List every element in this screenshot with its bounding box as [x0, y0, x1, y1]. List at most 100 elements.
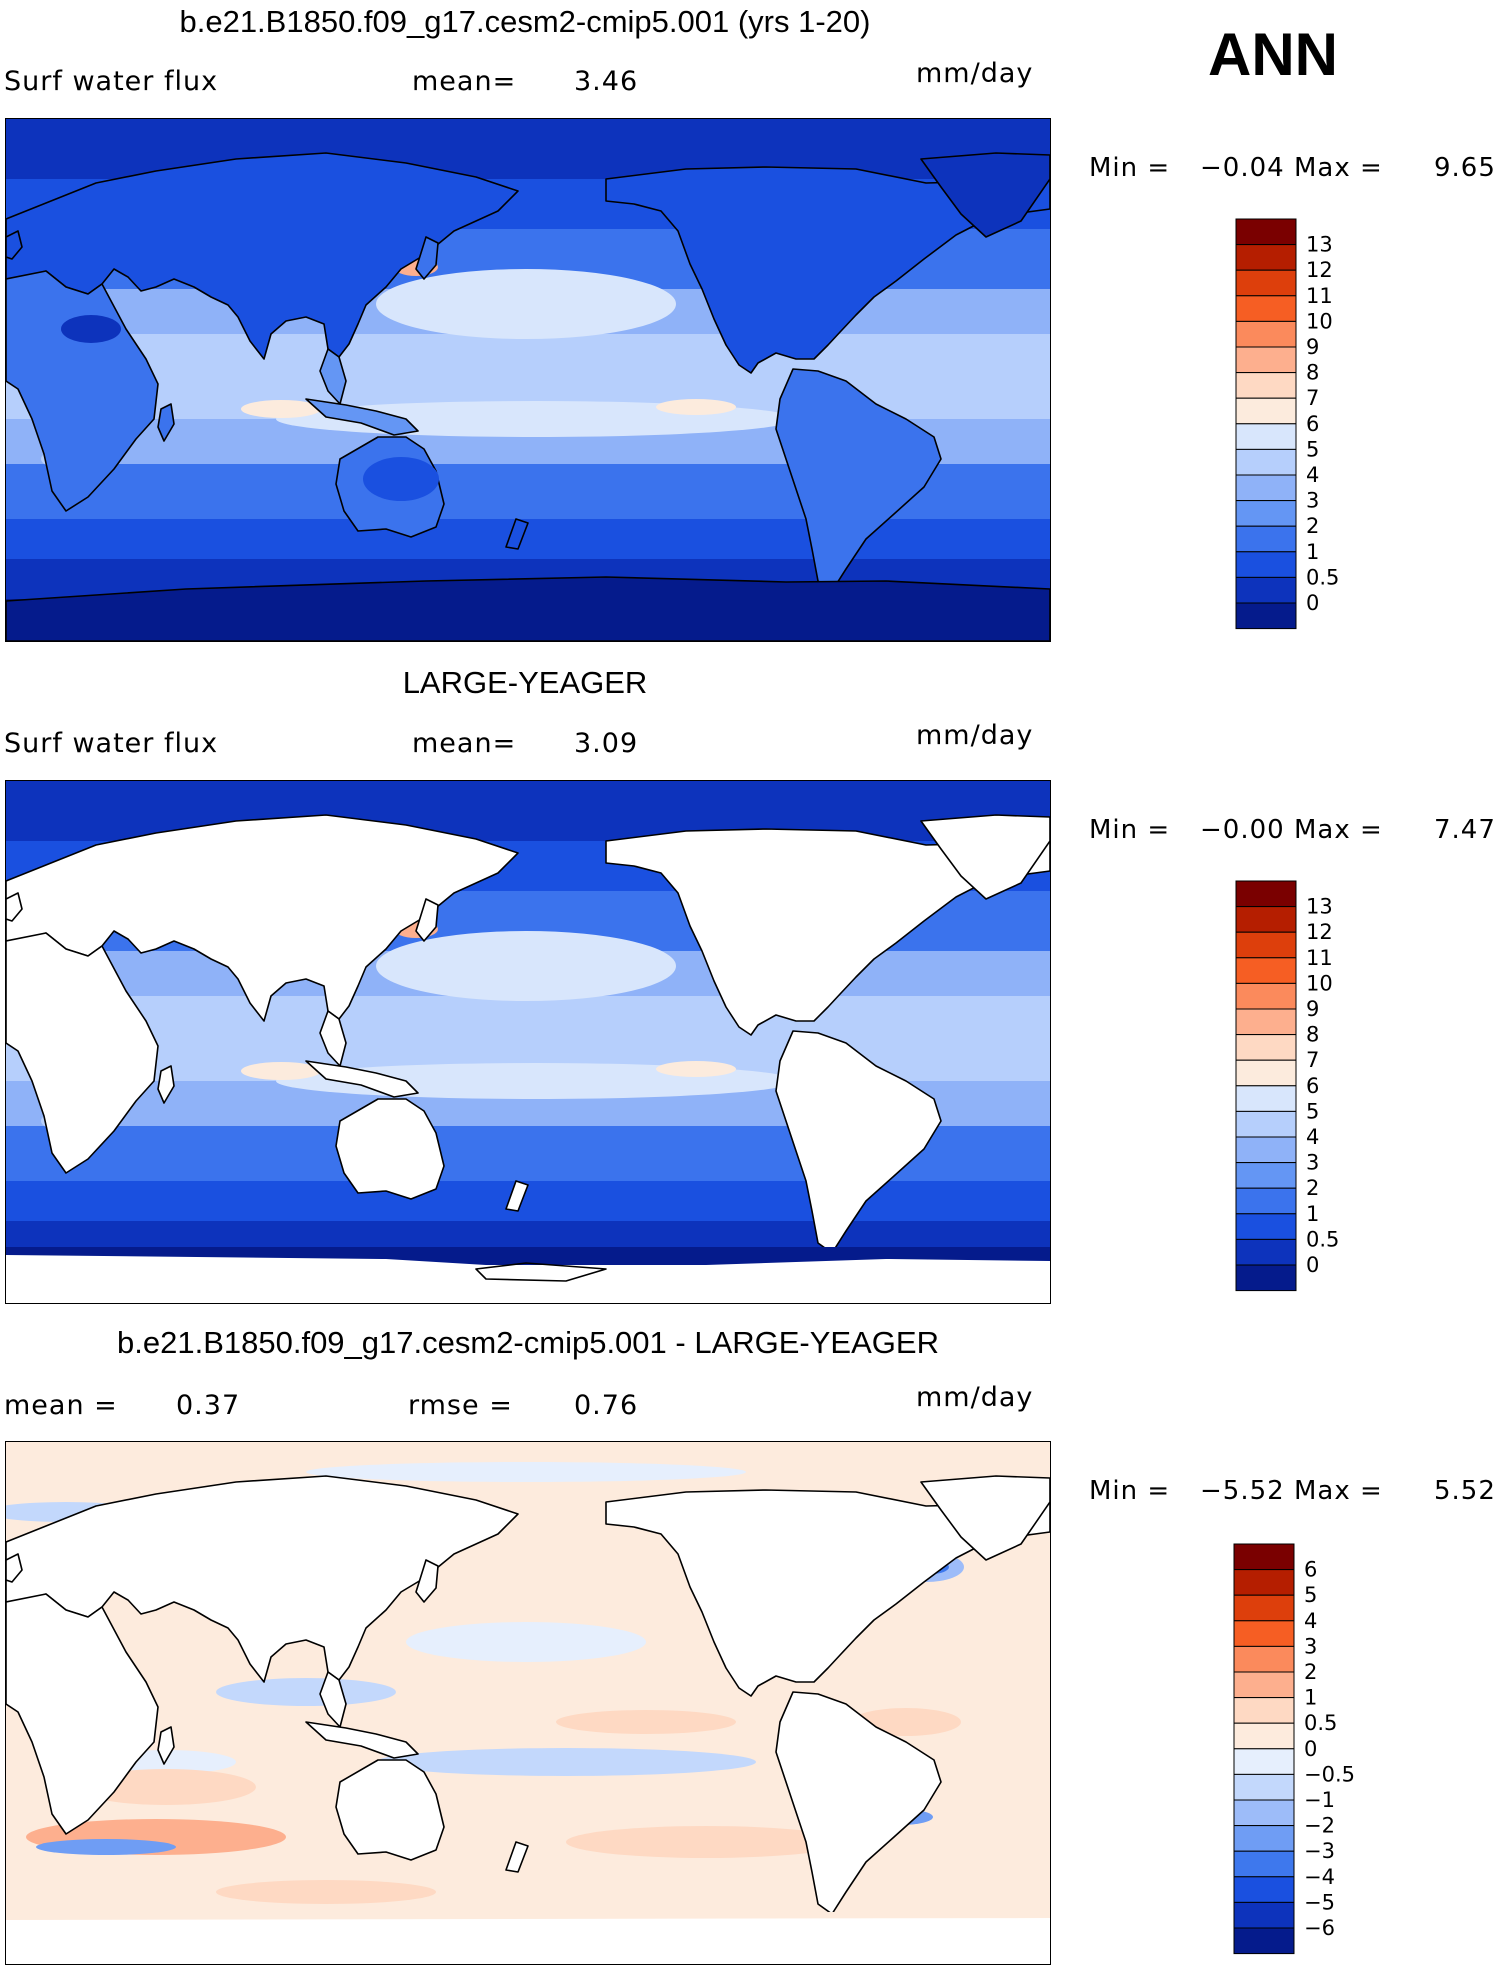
coastline-eurasia: [6, 1475, 519, 1683]
panel1-title: b.e21.B1850.f09_g17.cesm2-cmip5.001 (yrs…: [179, 4, 871, 39]
colorbar-swatch: [1235, 1136, 1297, 1164]
panel1-min-label: Min =: [1089, 153, 1171, 183]
colorbar-tick-label: 3: [1306, 1151, 1319, 1175]
colorbar-tick-label: 0.5: [1304, 1711, 1337, 1735]
contour-blob: [216, 1880, 436, 1904]
colorbar-tick-label: 13: [1306, 233, 1333, 257]
colorbar-tick-label: 8: [1306, 1023, 1319, 1047]
colorbar-tick-label: 7: [1306, 1048, 1319, 1072]
colorbar-tick-label: 2: [1306, 1176, 1319, 1200]
colorbar-swatch: [1235, 551, 1297, 578]
colorbar-swatch: [1235, 269, 1297, 297]
contour-blob: [216, 1678, 396, 1706]
colorbar-swatch: [1235, 1264, 1297, 1292]
desert-dry-area: [61, 315, 121, 343]
colorbar-swatch: [1235, 346, 1297, 374]
colorbar-tick-label: −6: [1304, 1916, 1335, 1940]
coastline-uk: [6, 230, 23, 260]
coastline-antarctica: [6, 576, 1050, 641]
colorbar-swatch: [1235, 244, 1297, 271]
contour-blob: [306, 1462, 746, 1482]
coastline-antarctic-shelf: [475, 1262, 607, 1282]
colorbar-tick-label: 2: [1306, 514, 1319, 538]
contour-blob: [376, 931, 676, 1001]
contour-blob: [376, 1748, 756, 1776]
coastline-africa: [6, 1593, 159, 1835]
colorbar-tick-label: −1: [1304, 1788, 1335, 1812]
colorbar-tick-label: 0: [1306, 1253, 1319, 1277]
colorbar-swatch: [1235, 880, 1297, 908]
coastline-indonesia: [305, 1721, 419, 1759]
colorbar-swatch: [1235, 1162, 1297, 1189]
coastline-indonesia: [305, 398, 419, 436]
colorbar-tick-label: 8: [1306, 361, 1319, 385]
coastline-madagascar: [157, 403, 175, 442]
coastline-japan: [415, 236, 439, 280]
no-data-region: [6, 1912, 1050, 1964]
colorbar-tick-label: 3: [1304, 1634, 1317, 1658]
colorbar-tick-label: −2: [1304, 1814, 1335, 1838]
panel2-map: [5, 780, 1051, 1304]
colorbar-tick-label: 9: [1306, 997, 1319, 1021]
contour-blob: [656, 1061, 736, 1077]
contour-blob: [406, 1622, 646, 1662]
colorbar-swatch: [1233, 1620, 1295, 1647]
contour-blob: [556, 1710, 736, 1734]
colorbar-tick-label: 11: [1306, 946, 1333, 970]
coastline-uk: [6, 892, 23, 922]
colorbar-swatch: [1233, 1748, 1295, 1775]
colorbar-swatch: [1233, 1722, 1295, 1750]
colorbar-tick-label: 4: [1304, 1609, 1317, 1633]
colorbar-tick-label: 13: [1306, 895, 1333, 919]
contour-blob: [36, 1839, 176, 1855]
colorbar-swatch: [1235, 1008, 1297, 1036]
colorbar-tick-label: 5: [1306, 437, 1319, 461]
panel2-min-value: −0.00: [1200, 815, 1285, 845]
panel3-title: b.e21.B1850.f09_g17.cesm2-cmip5.001 - LA…: [117, 1325, 939, 1360]
colorbar-tick-label: 5: [1304, 1583, 1317, 1607]
colorbar-swatch: [1235, 1059, 1297, 1087]
colorbar-swatch: [1235, 320, 1297, 348]
colorbar-swatch: [1235, 474, 1297, 502]
colorbar-swatch: [1233, 1569, 1295, 1596]
colorbar-swatch: [1233, 1594, 1295, 1622]
colorbar-tick-label: 0: [1304, 1737, 1317, 1761]
panel2-units: mm/day: [916, 720, 1034, 751]
panel1-min-value: −0.04: [1200, 153, 1285, 183]
season-label: ANN: [1208, 21, 1338, 88]
colorbar-swatch: [1235, 295, 1297, 322]
colorbar-tick-label: −5: [1304, 1890, 1335, 1914]
panel2-colorbar: 13 12 11 10 9 8 7 6 5 4 3 2 1 0.5 0: [1235, 880, 1436, 1292]
coastline-nz: [505, 1180, 529, 1212]
colorbar-swatch: [1233, 1901, 1295, 1929]
colorbar-tick-label: 10: [1306, 309, 1333, 333]
panel2-max-value: 7.47: [1434, 815, 1496, 845]
coastline-japan: [415, 898, 439, 942]
colorbar-swatch: [1233, 1799, 1295, 1827]
colorbar-swatch: [1233, 1825, 1295, 1852]
southern-ocean-band: [6, 1247, 1050, 1265]
panel2-title: LARGE-YEAGER: [402, 665, 648, 700]
panel1-max-value: 9.65: [1434, 153, 1496, 183]
panel1-max-label: Max =: [1294, 153, 1383, 183]
colorbar-swatch: [1235, 423, 1297, 450]
colorbar-swatch: [1235, 1187, 1297, 1215]
colorbar-tick-label: 5: [1306, 1099, 1319, 1123]
colorbar-swatch: [1233, 1876, 1295, 1903]
colorbar-swatch: [1235, 525, 1297, 553]
colorbar-tick-label: 0: [1306, 591, 1319, 615]
colorbar-tick-label: 2: [1304, 1660, 1317, 1684]
coastline-samerica: [775, 368, 942, 592]
coastline-africa: [6, 932, 159, 1174]
colorbar-tick-label: 12: [1306, 920, 1333, 944]
colorbar-swatch: [1235, 448, 1297, 476]
panel1-mean-value: 3.46: [574, 66, 639, 97]
panel1-variable: Surf water flux: [4, 66, 219, 97]
panel3-colorbar: 6 5 4 3 2 1 0.5 0 −0.5 −1 −2 −3 −4 −5 −6: [1226, 1543, 1436, 1955]
panel1-map: [5, 118, 1051, 642]
contour-blob: [241, 1062, 321, 1080]
panel3-rmse-value: 0.76: [574, 1390, 639, 1421]
panel3-max-value: 5.52: [1434, 1476, 1496, 1506]
coastline-greenland: [920, 152, 1050, 238]
colorbar-swatch: [1233, 1671, 1295, 1699]
